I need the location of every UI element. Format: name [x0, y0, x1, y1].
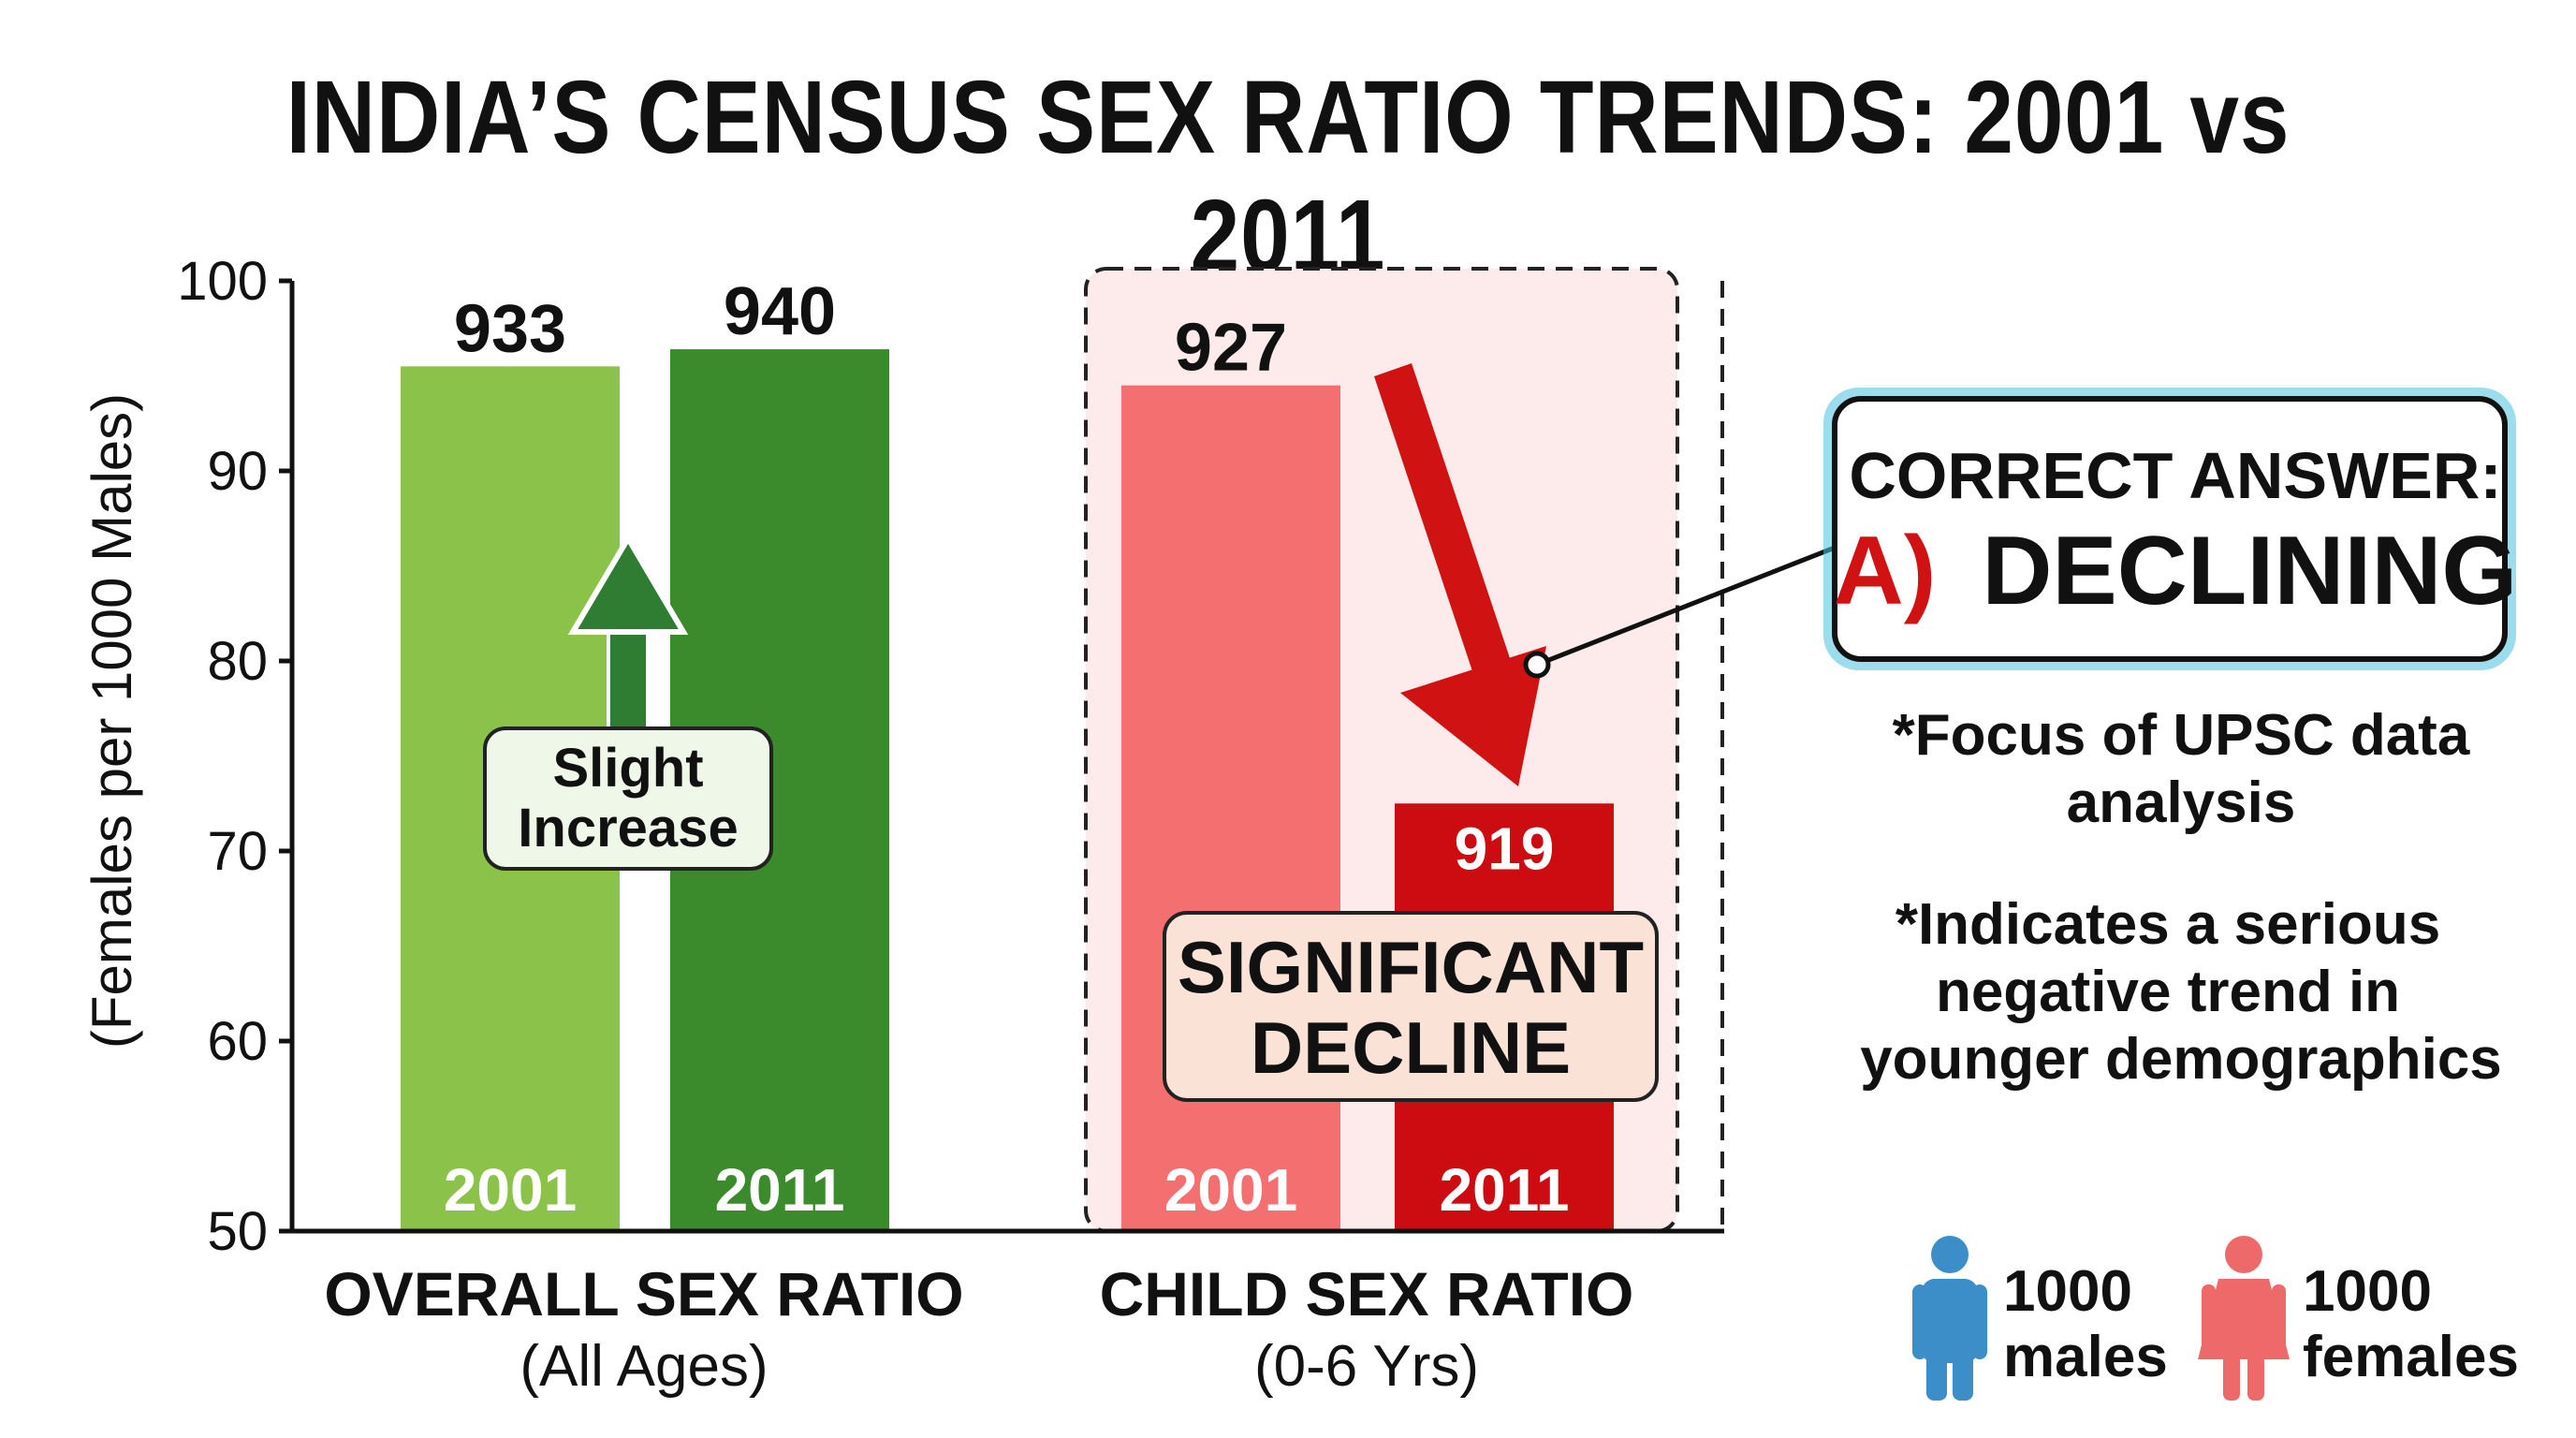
- answer-value: A) DECLINING: [1834, 517, 2518, 625]
- note-1-line-2: analysis: [2067, 770, 2296, 835]
- connector-dot: [1523, 651, 1551, 679]
- slight-increase-callout: Slight Increase: [483, 726, 773, 871]
- bar-1-2001: [1121, 385, 1340, 1231]
- bar-year-label: 2011: [715, 1156, 845, 1224]
- slight-increase-text: Slight Increase: [518, 738, 738, 858]
- note-2-line-3: younger demographics: [1860, 1027, 2502, 1092]
- notes: *Focus of UPSC data analysis *Indicates …: [1860, 703, 2502, 1092]
- legend-male-count: 1000: [2003, 1259, 2132, 1324]
- y-tick-label: 90: [207, 441, 268, 502]
- male-person-icon: [1912, 1236, 1987, 1401]
- note-2-line-2: negative trend in: [1936, 960, 2400, 1024]
- chart-title: INDIA’S CENSUS SEX RATIO TRENDS: 2001 vs…: [285, 60, 2291, 294]
- increase-arrow-icon: [567, 533, 689, 732]
- legend-female-label: females: [2303, 1325, 2519, 1389]
- answer-heading: CORRECT ANSWER:: [1849, 439, 2501, 512]
- legend-male-label: males: [2003, 1325, 2168, 1389]
- bar-value-label: 927: [1175, 311, 1287, 386]
- bar-year-label: 2011: [1440, 1156, 1570, 1224]
- answer-connector-line: [1536, 545, 1836, 668]
- y-tick-label: 50: [207, 1201, 268, 1262]
- y-tick-label: 60: [207, 1011, 268, 1072]
- bar-year-label: 2001: [444, 1156, 577, 1224]
- group-sub-child: (0-6 Yrs): [1254, 1334, 1479, 1399]
- y-axis-label: (Females per 1000 Males): [80, 393, 143, 1049]
- decline-arrow-icon: [1374, 363, 1546, 786]
- legend: 1000 males 1000 females: [1912, 1236, 2519, 1401]
- correct-answer-box: CORRECT ANSWER: A) DECLINING: [1823, 388, 2518, 670]
- y-tick-label: 70: [207, 821, 268, 882]
- bar-value-label: 933: [454, 291, 566, 366]
- answer-word: DECLINING: [1982, 517, 2517, 625]
- group-label-child: CHILD SEX RATIO: [1100, 1259, 1634, 1328]
- note-2-line-1: *Indicates a serious: [1895, 892, 2440, 957]
- bar-value-label: 919: [1455, 814, 1555, 882]
- significant-decline-callout: SIGNIFICANT DECLINE: [1163, 911, 1659, 1102]
- decline-text-line1: SIGNIFICANT: [1178, 926, 1644, 1008]
- note-1-line-1: *Focus of UPSC data: [1893, 703, 2470, 768]
- group-sub-overall: (All Ages): [520, 1334, 768, 1399]
- bar-year-label: 2001: [1164, 1156, 1297, 1224]
- female-person-icon: [2198, 1236, 2290, 1401]
- bar-value-label: 940: [724, 274, 836, 349]
- answer-letter: A): [1834, 517, 1937, 625]
- decline-text-line2: DECLINE: [1251, 1006, 1571, 1089]
- group-label-overall: OVERALL SEX RATIO: [324, 1259, 963, 1328]
- legend-female-count: 1000: [2303, 1259, 2432, 1324]
- y-tick-label: 80: [207, 631, 268, 692]
- y-tick-label: 100: [177, 251, 268, 312]
